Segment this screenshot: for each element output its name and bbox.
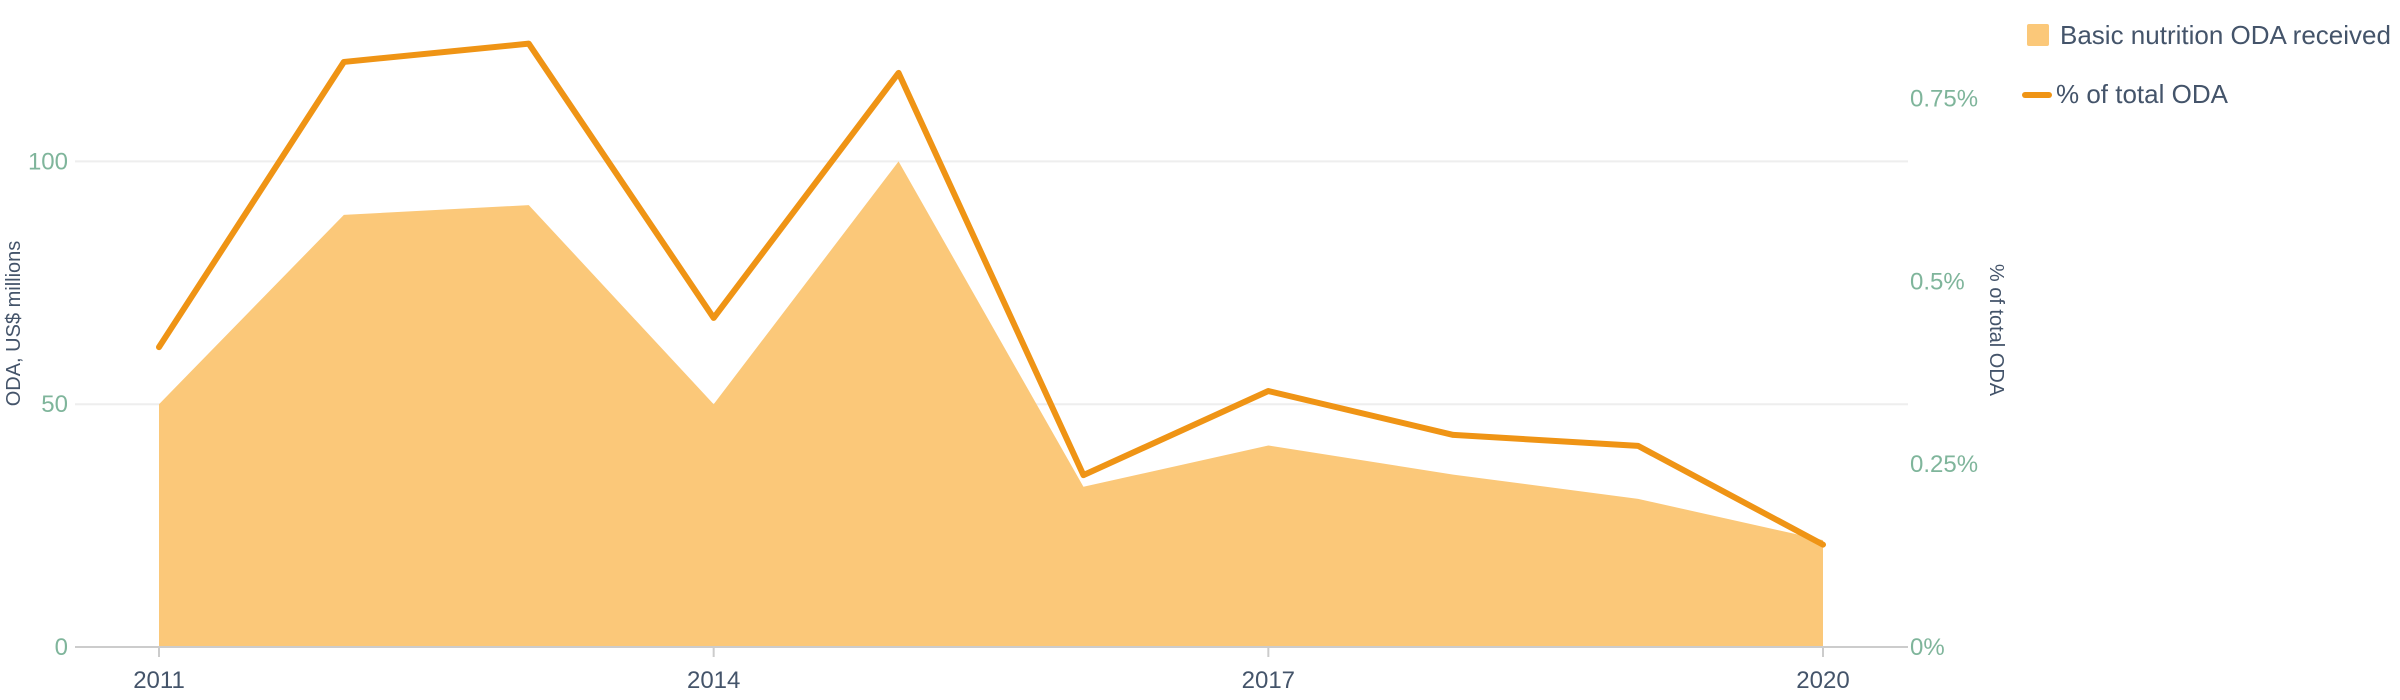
line-series-1 xyxy=(156,40,1826,548)
x-axis-ticks: 2011 2014 2017 2020 xyxy=(133,647,1850,694)
right-tick-label-0: 0% xyxy=(1910,634,1945,661)
legend-label-area: Basic nutrition ODA received xyxy=(2060,20,2391,50)
legend-item-line[interactable]: % of total ODA xyxy=(2022,79,2229,109)
right-tick-label-0.5: 0.5% xyxy=(1910,268,1965,295)
left-tick-label-0: 0 xyxy=(55,634,68,661)
x-tick-label-2011: 2011 xyxy=(133,667,185,694)
x-tick-label-2017: 2017 xyxy=(1242,667,1295,694)
x-tick-label-2014: 2014 xyxy=(687,667,740,694)
line-series-layer xyxy=(156,40,1826,548)
legend: Basic nutrition ODA received % of total … xyxy=(2022,20,2391,109)
legend-marker-area xyxy=(2027,24,2049,46)
right-tick-label-0.75: 0.75% xyxy=(1910,86,1978,113)
right-axis-ticks: 0% 0.25% 0.5% 0.75% xyxy=(1910,86,1978,661)
legend-item-area[interactable]: Basic nutrition ODA received xyxy=(2027,20,2391,50)
area-series-0 xyxy=(159,161,1823,647)
left-tick-label-50: 50 xyxy=(41,391,68,418)
right-tick-label-0.25: 0.25% xyxy=(1910,451,1978,478)
left-tick-label-100: 100 xyxy=(28,148,68,175)
x-tick-label-2020: 2020 xyxy=(1796,667,1849,694)
right-axis-title: % of total ODA xyxy=(1985,264,2007,397)
legend-label-line: % of total ODA xyxy=(2056,79,2229,109)
left-axis-ticks: 0 50 100 xyxy=(28,148,68,661)
left-axis-title: ODA, US$ millions xyxy=(3,241,25,407)
area-series-layer xyxy=(159,161,1823,647)
